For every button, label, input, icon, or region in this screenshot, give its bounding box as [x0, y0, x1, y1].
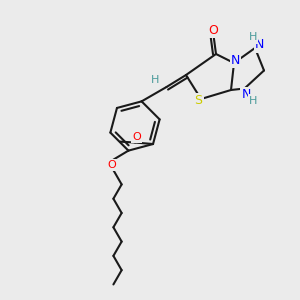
- Text: O: O: [107, 160, 116, 170]
- Text: H: H: [151, 75, 159, 85]
- Text: O: O: [132, 132, 141, 142]
- Text: O: O: [208, 23, 218, 37]
- Text: N: N: [255, 38, 264, 52]
- Text: N: N: [231, 53, 240, 67]
- Text: H: H: [249, 95, 258, 106]
- Text: S: S: [195, 94, 203, 107]
- Text: H: H: [249, 32, 257, 43]
- Text: N: N: [241, 88, 251, 101]
